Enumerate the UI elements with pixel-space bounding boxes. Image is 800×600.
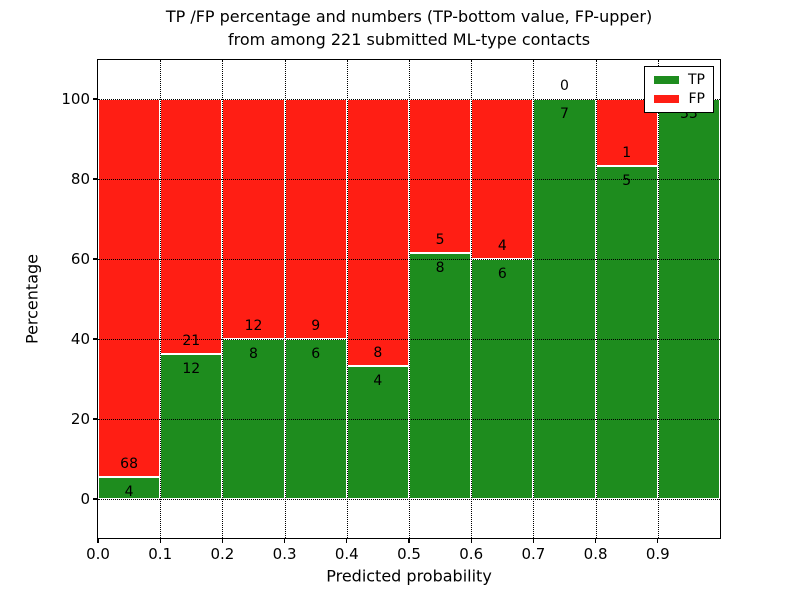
x-tick-6 [470,538,472,543]
x-tick-8 [594,538,597,543]
bar-tp-segment-9 [657,99,720,499]
bar-tp-segment-7 [533,99,596,499]
x-tick-2 [221,538,224,543]
y-axis-label: Percentage [22,253,42,345]
bar-fp-count-label-4: 8 [373,344,383,361]
gridline-v-0.8 [595,60,597,538]
x-tick-label-5: 0.5 [397,545,421,563]
gridline-v-0.9 [657,60,659,538]
bar-fp-count-label-1: 21 [182,332,201,349]
bar-fp-segment-3 [284,99,347,339]
bar-tp-segment-6 [471,259,534,499]
chart-title-line1: TP /FP percentage and numbers (TP-bottom… [165,7,653,26]
bar-fp-segment-4 [346,99,409,366]
bar-tp-count-label-2: 8 [249,346,258,362]
bar-tp-count-label-7: 7 [560,106,569,122]
y-tick-0 [93,498,98,500]
y-tick-3 [93,258,98,260]
x-tick-7 [532,538,535,543]
x-tick-label-0: 0.0 [86,545,110,563]
plot-area: 6842112128968458460715033 [97,59,721,539]
x-tick-label-6: 0.6 [459,545,484,563]
bar-fp-count-label-8: 1 [622,144,632,161]
bar-fp-count-label-5: 5 [435,231,445,248]
bar-fp-segment-2 [222,99,285,339]
x-tick-4 [346,538,348,543]
y-tick-label-0: 0 [80,490,90,508]
gridline-v-0.1 [160,60,162,538]
x-tick-label-9: 0.9 [645,545,670,563]
bar-tp-segment-8 [595,165,658,499]
gridline-v-0.6 [471,60,473,538]
x-tick-9 [657,538,659,543]
x-tick-3 [283,538,286,543]
fp-legend-label: FP [688,90,706,107]
y-tick-2 [93,338,98,340]
bar-tp-count-label-5: 8 [435,259,445,276]
bar-tp-segment-1 [160,353,223,499]
y-tick-label-3: 60 [70,250,90,268]
legend-item-tp: TP [654,72,705,88]
bar-tp-count-label-8: 5 [622,172,632,189]
bar-tp-count-label-1: 12 [182,360,201,377]
gridline-v-0.2 [222,60,224,538]
x-tick-1 [159,538,161,543]
gridline-v-0.3 [284,60,286,538]
bar-tp-count-label-3: 6 [311,346,321,362]
gridline-v-0.5 [409,60,410,538]
y-tick-label-1: 20 [70,410,90,428]
x-tick-label-3: 0.3 [272,545,297,563]
bar-fp-count-label-7: 0 [560,78,569,94]
bar-fp-count-label-0: 68 [120,455,139,472]
x-tick-label-4: 0.4 [334,545,359,563]
x-tick-label-8: 0.8 [583,545,608,563]
x-tick-label-1: 0.1 [148,545,173,563]
bar-fp-segment-1 [160,99,223,354]
x-tick-0 [97,538,99,543]
chart-title: TP /FP percentage and numbers (TP-bottom… [98,5,720,51]
bar-fp-count-label-2: 12 [244,318,263,334]
legend-item-fp: FP [654,91,705,107]
chart-title-line2: from among 221 submitted ML-type contact… [227,30,591,49]
y-tick-label-5: 100 [61,90,90,108]
tp-legend-label: TP [688,72,705,89]
bar-fp-count-label-6: 4 [497,238,507,254]
bar-fp-segment-0 [98,99,161,477]
y-tick-5 [93,98,98,100]
x-tick-label-7: 0.7 [521,545,546,563]
y-tick-1 [93,418,98,420]
bar-fp-count-label-3: 9 [311,318,321,334]
tp-legend-swatch-icon [654,76,679,85]
x-axis-label: Predicted probability [326,566,492,586]
gridline-v-0.4 [346,60,348,538]
y-tick-label-2: 40 [70,330,90,348]
legend: TP FP [644,66,714,113]
y-tick-label-4: 80 [70,170,90,188]
y-tick-4 [93,178,98,180]
bar-tp-count-label-0: 4 [124,483,134,500]
x-tick-5 [408,538,410,543]
bar-tp-count-label-4: 4 [373,372,383,389]
bar-tp-segment-5 [409,252,472,499]
bar-fp-segment-5 [409,99,472,253]
x-tick-label-2: 0.2 [210,545,235,563]
bar-tp-count-label-6: 6 [497,266,507,282]
gridline-v-0.7 [533,60,535,538]
fp-legend-swatch-icon [654,94,679,103]
bar-tp-segment-0 [98,476,161,499]
